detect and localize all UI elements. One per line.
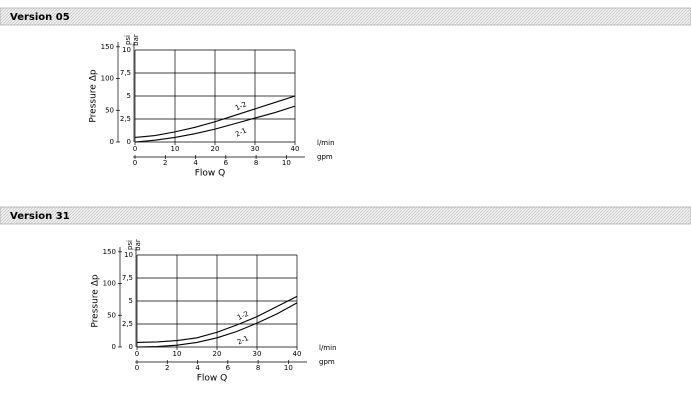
curve [134,105,296,143]
x-tick-label: 30 [253,350,262,358]
section-header [0,206,691,225]
x-tick-label: 0 [135,350,139,358]
x2-tick-label: 2 [165,364,169,372]
x-unit: l/min [319,344,337,352]
x2-tick-label: 0 [135,364,139,372]
x2-tick-label: 6 [224,159,229,167]
y-unit: bar [134,239,142,251]
x-tick-label: 10 [173,350,182,358]
y-tick-label: 5 [127,92,131,100]
y2-unit: psi [124,35,132,45]
y-unit: bar [132,34,140,46]
x2-tick-label: 4 [195,364,200,372]
y-tick-label: 10 [122,46,131,54]
y-tick-label: 2,5 [122,320,133,328]
curve [136,302,298,348]
x2-tick-label: 0 [133,159,137,167]
x-tick-label: 40 [293,350,302,358]
x-tick-label: 0 [133,145,137,153]
curve-label: 2-1 [236,334,250,346]
y2-tick-label: 0 [110,138,114,146]
x2-tick-label: 10 [284,364,293,372]
x2-tick-label: 2 [163,159,167,167]
x-tick-label: 40 [291,145,300,153]
section-title: Version 31 [10,211,70,222]
section-header [0,7,691,26]
y2-unit: psi [126,240,134,250]
x2-tick-label: 4 [193,159,198,167]
y2-tick-label: 50 [105,106,114,114]
y2-tick-label: 50 [107,311,116,319]
y-tick-label: 5 [129,297,133,305]
x2-tick-label: 8 [254,159,258,167]
x-axis-title: Flow Q [195,169,226,179]
y-tick-label: 7,5 [120,69,131,77]
curve-label: 1-2 [234,100,248,112]
curve [134,95,296,138]
y2-tick-label: 100 [103,280,116,288]
curve [136,295,298,343]
x2-tick-label: 8 [256,364,260,372]
x-tick-label: 10 [171,145,180,153]
x2-unit: gpm [319,358,335,366]
curve-label: 2-1 [234,127,248,139]
section-title: Version 05 [10,12,70,23]
y-tick-label: 0 [129,343,133,351]
x-unit: l/min [317,139,335,147]
y-axis-title: Pressure Δp [91,274,101,327]
y2-tick-label: 150 [101,43,114,51]
x-tick-label: 30 [251,145,260,153]
y2-tick-label: 150 [103,248,116,256]
y2-tick-label: 100 [101,75,114,83]
y-tick-label: 0 [127,138,131,146]
x2-tick-label: 10 [282,159,291,167]
y-tick-label: 2,5 [120,115,131,123]
x-tick-label: 20 [211,145,220,153]
x2-unit: gpm [317,153,333,161]
y-tick-label: 10 [124,251,133,259]
y-tick-label: 7,5 [122,274,133,282]
y2-tick-label: 0 [112,343,116,351]
x-tick-label: 20 [213,350,222,358]
x-axis-title: Flow Q [197,374,228,384]
y-axis-title: Pressure Δp [89,69,99,122]
x2-tick-label: 6 [226,364,231,372]
